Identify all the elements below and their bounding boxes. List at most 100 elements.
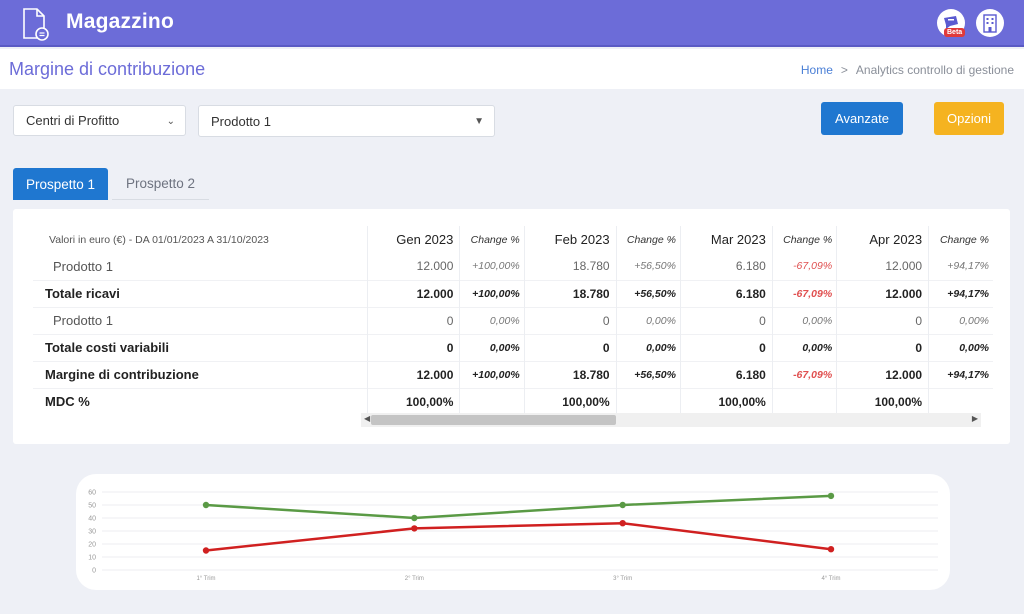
change-cell: +94,17%	[928, 360, 993, 388]
chart-card	[76, 474, 950, 590]
advanced-button[interactable]: Avanzate	[821, 102, 903, 135]
data-point[interactable]	[827, 492, 835, 500]
report-card: Valori in euro (€) - DA 01/01/2023 A 31/…	[13, 209, 1010, 444]
table-note: Valori in euro (€) - DA 01/01/2023 A 31/…	[49, 233, 269, 246]
scroll-right-icon[interactable]: ▶	[971, 414, 978, 423]
change-cell: 0,00%	[928, 333, 993, 361]
scroll-left-icon[interactable]: ◀	[364, 414, 371, 423]
change-cell: -67,09%	[771, 253, 837, 280]
line-chart: 0 10 20 30 40 50 60 1° Trim 2° Trim 3° Trim 4° Tri…	[88, 490, 938, 582]
change-header: Change %	[771, 226, 837, 253]
horizontal-scrollbar[interactable]: ◀ ▶	[361, 413, 981, 427]
month-header: Mar 2023	[679, 226, 773, 253]
table-row: Totale costi variabili 0 0,00% 0 0,00% 0 0,00%…	[33, 333, 993, 361]
row-label: MDC %	[33, 387, 368, 415]
page-header: Margine di contribuzione Home > Analytic…	[0, 49, 1024, 89]
tab-prospetto-1[interactable]: Prospetto 1	[13, 168, 108, 200]
series-line-2	[205, 521, 832, 552]
data-point[interactable]	[411, 525, 418, 532]
chat-icon	[944, 16, 958, 29]
change-cell	[615, 387, 681, 415]
report-table: Valori in euro (€) - DA 01/01/2023 A 31/…	[33, 226, 993, 415]
value-cell: 0	[523, 306, 617, 334]
chevron-right-icon: >	[840, 63, 848, 77]
caret-down-icon: ▼	[474, 116, 484, 127]
breadcrumb-home-link[interactable]: Home	[800, 63, 833, 77]
table-row: Prodotto 1 0 0,00% 0 0,00% 0 0,00% 0 0,00%	[33, 306, 993, 334]
data-point[interactable]	[619, 520, 626, 527]
value-cell: 100,00%	[367, 387, 460, 415]
app-title: Magazzino	[66, 10, 174, 33]
y-tick-label: 50	[88, 503, 96, 510]
series-line-1	[205, 494, 832, 520]
month-header: Apr 2023	[836, 226, 929, 253]
change-cell	[459, 387, 525, 415]
group-select-value: Centri di Profitto	[26, 113, 120, 128]
value-cell: 12.000	[836, 253, 929, 280]
change-cell: +56,50%	[615, 253, 681, 280]
row-label: Prodotto 1	[33, 306, 368, 334]
report-table-scroll[interactable]: Valori in euro (€) - DA 01/01/2023 A 31/…	[33, 226, 993, 426]
value-cell: 0	[679, 333, 773, 361]
value-cell: 0	[679, 306, 773, 334]
x-tick-label: 1° Trim	[196, 576, 215, 582]
change-cell: +100,00%	[459, 279, 525, 307]
change-cell: +56,50%	[615, 360, 681, 388]
tab-prospetto-2[interactable]: Prospetto 2	[112, 168, 209, 200]
change-cell: 0,00%	[615, 306, 681, 334]
data-point[interactable]	[619, 501, 626, 509]
change-cell: 0,00%	[928, 306, 993, 334]
row-label: Totale costi variabili	[33, 333, 368, 361]
change-cell: 0,00%	[771, 306, 837, 334]
change-cell	[771, 387, 837, 415]
value-cell: 0	[367, 306, 460, 334]
data-point[interactable]	[202, 547, 210, 554]
value-cell: 12.000	[836, 360, 929, 388]
row-label: Margine di contribuzione	[33, 360, 368, 388]
month-header: Feb 2023	[523, 226, 617, 253]
change-cell: +56,50%	[615, 279, 681, 307]
options-button[interactable]: Opzioni	[934, 102, 1004, 135]
table-row: Totale ricavi 12.000 +100,00% 18.780 +56,50%…	[33, 279, 993, 307]
value-cell: 100,00%	[679, 387, 773, 415]
table-row: Margine di contribuzione 12.000 +100,00% 18…	[33, 360, 993, 388]
change-cell: 0,00%	[459, 306, 525, 334]
y-tick-label: 0	[92, 568, 96, 575]
company-button[interactable]	[976, 9, 1004, 37]
change-cell: -67,09%	[771, 279, 837, 307]
product-select-value: Prodotto 1	[211, 113, 271, 129]
change-cell: 0,00%	[771, 333, 837, 361]
value-cell: 18.780	[523, 360, 617, 388]
change-header: Change %	[459, 226, 525, 253]
chevron-down-icon: ⌄	[166, 116, 175, 127]
change-cell	[928, 387, 993, 415]
month-header: Gen 2023	[367, 226, 460, 253]
document-icon	[23, 8, 49, 41]
data-point[interactable]	[202, 501, 210, 509]
table-row: Prodotto 1 12.000 +100,00% 18.780 +56,50% 6.1…	[33, 253, 993, 280]
table-row: MDC % 100,00% 100,00% 100,00% 100,00%	[33, 387, 993, 415]
building-icon	[983, 14, 997, 33]
row-label: Prodotto 1	[53, 258, 113, 274]
x-tick-label: 4° Trim	[821, 576, 840, 582]
page-title: Margine di contribuzione	[9, 59, 206, 79]
change-header: Change %	[928, 226, 993, 253]
value-cell: 0	[836, 333, 929, 361]
group-select[interactable]: Centri di Profitto ⌄	[13, 105, 186, 136]
change-cell: +100,00%	[459, 360, 525, 388]
value-cell: 18.780	[523, 279, 617, 307]
change-cell: -67,09%	[771, 360, 837, 388]
change-cell: +94,17%	[928, 279, 993, 307]
value-cell: 6.180	[679, 279, 773, 307]
product-select[interactable]: Prodotto 1 ▼	[198, 105, 495, 137]
change-cell: +100,00%	[459, 253, 525, 280]
y-tick-label: 60	[88, 490, 96, 497]
value-cell: 12.000	[836, 279, 929, 307]
scrollbar-thumb[interactable]	[371, 415, 616, 425]
value-cell: 0	[523, 333, 617, 361]
row-label: Totale ricavi	[33, 279, 368, 307]
beta-badge: Beta	[944, 28, 966, 37]
data-point[interactable]	[827, 546, 835, 553]
value-cell: 0	[367, 333, 460, 361]
data-point[interactable]	[411, 514, 418, 522]
